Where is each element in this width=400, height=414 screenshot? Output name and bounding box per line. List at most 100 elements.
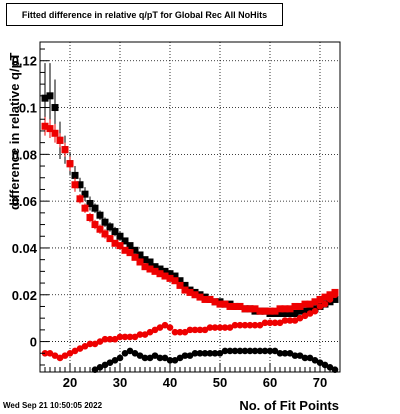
grid [40, 42, 340, 372]
data-point [156, 265, 164, 273]
data-point [81, 342, 89, 350]
data-point [221, 324, 229, 331]
data-point [71, 181, 79, 189]
data-point [81, 204, 89, 212]
data-point [321, 361, 329, 369]
data-point [261, 319, 269, 327]
data-point [226, 347, 234, 355]
x-tick-label: 60 [263, 375, 277, 390]
data-point [216, 324, 224, 331]
data-point [186, 326, 194, 334]
data-point [101, 361, 109, 369]
axis-ticks [40, 48, 336, 372]
data-point [311, 298, 319, 306]
data-point [306, 305, 314, 313]
data-point [271, 307, 279, 315]
data-point [186, 352, 194, 359]
data-point [301, 307, 309, 315]
data-point [46, 125, 54, 133]
data-point [56, 354, 64, 362]
data-point [236, 302, 244, 310]
data-point [106, 335, 114, 343]
series-2 [41, 291, 339, 362]
data-point [146, 328, 154, 336]
data-point [186, 288, 194, 296]
data-point [251, 321, 259, 329]
data-point [181, 286, 189, 294]
y-tick-label: 0 [30, 335, 37, 350]
data-point [191, 326, 199, 334]
data-point [101, 218, 109, 226]
data-point [41, 94, 49, 102]
data-point [141, 331, 149, 338]
x-tick-label: 40 [163, 375, 177, 390]
data-point [291, 309, 299, 317]
data-point [261, 307, 269, 315]
data-point [121, 237, 129, 245]
data-point [236, 347, 244, 355]
data-point [136, 352, 144, 359]
data-point [301, 312, 309, 320]
data-point [111, 239, 119, 247]
data-point [276, 309, 284, 317]
data-point [166, 270, 174, 278]
x-axis-label: No. of Fit Points [239, 398, 339, 413]
y-tick-label: 0.02 [12, 288, 37, 303]
data-point [151, 267, 159, 275]
data-point [146, 354, 154, 362]
data-point [266, 307, 274, 315]
data-point [116, 232, 124, 240]
data-point [131, 349, 139, 357]
data-point [271, 319, 279, 327]
data-point [116, 354, 124, 362]
data-point [306, 310, 314, 317]
data-point [161, 267, 169, 275]
data-point [156, 324, 164, 331]
data-point [286, 305, 294, 313]
data-point [331, 295, 339, 303]
data-point [136, 251, 144, 259]
data-point [86, 214, 94, 222]
data-point [66, 349, 74, 357]
data-point [106, 235, 114, 243]
data-point [276, 305, 284, 313]
x-tick-label: 50 [213, 375, 227, 390]
data-point [106, 359, 114, 366]
data-point [256, 347, 264, 355]
data-point [171, 272, 179, 280]
data-point [106, 223, 114, 231]
data-point [241, 347, 249, 355]
data-point [41, 122, 49, 130]
data-point [201, 295, 209, 303]
data-point [266, 347, 274, 355]
data-point [316, 303, 324, 310]
data-point [326, 296, 334, 303]
data-point [296, 302, 304, 310]
data-point [251, 305, 259, 313]
data-point [76, 181, 84, 189]
data-point [96, 338, 104, 345]
y-tick-label: 0.04 [12, 241, 38, 256]
data-point [161, 354, 169, 362]
data-point [311, 356, 319, 364]
data-point [321, 300, 329, 308]
data-point [221, 347, 229, 355]
data-point [241, 321, 249, 329]
data-point [306, 300, 314, 308]
data-point [46, 92, 54, 100]
data-point [276, 319, 284, 327]
data-point [291, 302, 299, 310]
data-point [301, 354, 309, 362]
data-point [166, 274, 174, 282]
data-point [121, 349, 129, 357]
data-point [176, 354, 184, 362]
data-point [271, 347, 279, 355]
data-point [231, 302, 239, 310]
data-point [301, 300, 309, 308]
series-1 [41, 116, 339, 315]
data-point [161, 272, 169, 280]
data-point [156, 354, 164, 362]
data-point [231, 321, 239, 329]
data-point [281, 309, 289, 317]
